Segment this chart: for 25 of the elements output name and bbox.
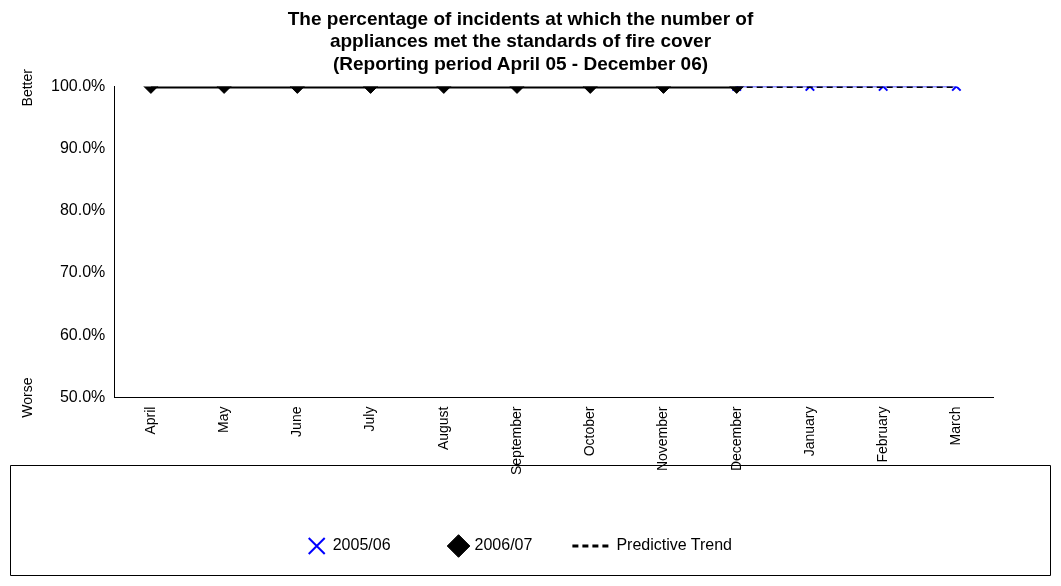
x-tick-label: August [434, 406, 451, 451]
y-tick-label: 50.0% [59, 387, 106, 405]
legend-label: 2005/06 [332, 536, 391, 554]
legend-label: 2006/07 [474, 536, 533, 554]
x-tick-label: January [800, 406, 817, 457]
y-tick-label: 60.0% [59, 325, 106, 343]
text: Better [18, 68, 35, 107]
x-tick-label: September [507, 406, 524, 475]
y-tick-label: 100.0% [51, 76, 106, 94]
x-tick-label: July [361, 406, 378, 432]
y-tick-label: 70.0% [59, 263, 106, 281]
chart-title: The percentage of incidents at which the number of appliances met the standards of fire cover [287, 7, 754, 52]
x-tick-label: May [214, 406, 231, 433]
legend-label: Predictive Trend [616, 536, 732, 554]
x-tick-label: December [727, 406, 744, 472]
x-tick-label: April [141, 406, 158, 435]
x-tick-label: March [947, 406, 964, 446]
chart-subtitle: (Reporting period April 05 - December 06) [332, 53, 709, 75]
x-tick-label: November [654, 406, 671, 472]
x-tick-label: October [581, 406, 598, 457]
y-tick-label: 80.0% [59, 201, 106, 219]
text: Worse [18, 377, 35, 418]
x-tick-label: June [288, 406, 305, 437]
x-tick-label: February [874, 406, 891, 463]
y-tick-label: 90.0% [59, 139, 106, 157]
